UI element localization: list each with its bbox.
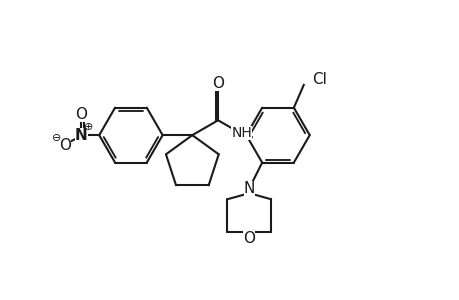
Text: O: O <box>75 107 87 122</box>
Text: NH: NH <box>231 126 252 140</box>
Text: O: O <box>243 231 255 246</box>
Text: ⊕: ⊕ <box>84 122 93 132</box>
Text: Cl: Cl <box>311 73 326 88</box>
Text: ⊖: ⊖ <box>52 133 62 142</box>
Text: O: O <box>59 138 71 153</box>
Text: O: O <box>212 76 224 91</box>
Text: N: N <box>243 181 254 196</box>
Text: N: N <box>75 128 88 142</box>
